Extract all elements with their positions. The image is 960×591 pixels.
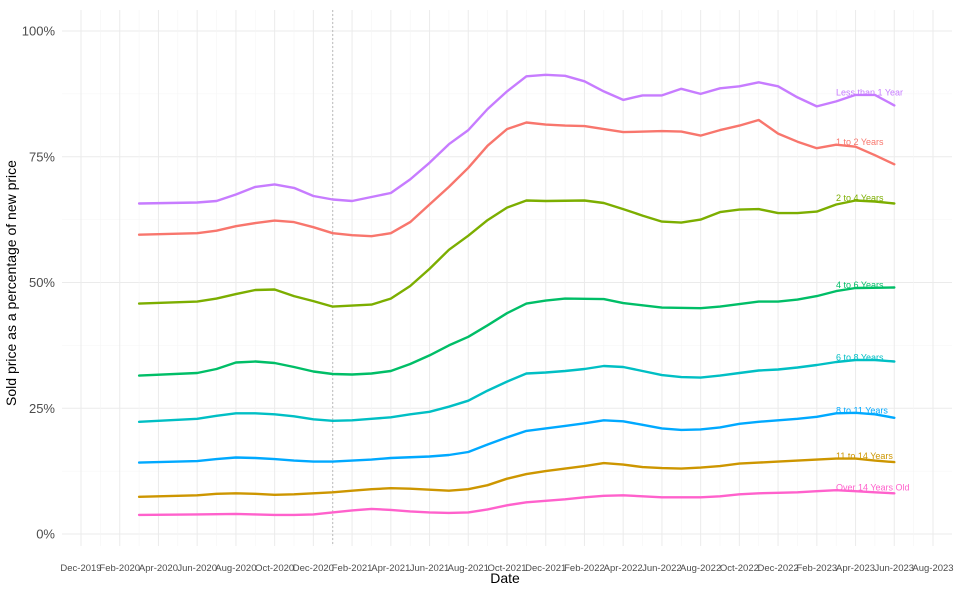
series-line-11-to-14-years: [137, 457, 896, 498]
x-tick-label: Apr-2021: [371, 563, 410, 574]
series-line-less-than-1-year: [137, 73, 896, 205]
x-tick-label: Aug-2022: [680, 563, 721, 574]
x-tick-label: Oct-2020: [255, 563, 294, 574]
series-line-1-to-2-years: [137, 118, 896, 238]
y-tick-label: 75%: [29, 149, 55, 164]
x-tick-label: Oct-2021: [487, 563, 526, 574]
x-tick-label: Aug-2023: [912, 563, 953, 574]
series-label-1-to-2-years: 1 to 2 Years: [836, 137, 884, 147]
x-tick-label: Apr-2022: [604, 563, 643, 574]
x-tick-label: Jun-2023: [874, 563, 914, 574]
y-tick-label: 25%: [29, 401, 55, 416]
y-axis-ticks: 0% 25% 50% 75% 100%: [22, 24, 56, 542]
series-labels: Less than 1 Year 1 to 2 Years 2 to 4 Years…: [836, 87, 910, 492]
y-axis-title: Sold price as a percentage of new price: [3, 160, 19, 406]
x-tick-label: Dec-2022: [757, 563, 798, 574]
x-tick-label: Feb-2020: [99, 563, 140, 574]
series-label-4-to-6-years: 4 to 6 Years: [836, 280, 884, 290]
series-label-6-to-8-years: 6 to 8 Years: [836, 352, 884, 362]
series-label-over-14-years-old: Over 14 Years Old: [836, 483, 910, 493]
x-tick-label: Apr-2020: [139, 563, 178, 574]
series-label-8-to-11-years: 8 to 11 Years: [836, 405, 888, 415]
series-line-6-to-8-years: [137, 358, 896, 423]
x-tick-label: Jun-2022: [642, 563, 682, 574]
x-tick-label: Jun-2020: [177, 563, 217, 574]
series-line-over-14-years-old: [137, 489, 896, 517]
grid: [62, 10, 952, 546]
series-label-11-to-14-years: 11 to 14 Years: [836, 451, 893, 461]
series-line-8-to-11-years: [137, 411, 896, 464]
series-lines: [137, 73, 896, 517]
y-tick-label: 50%: [29, 275, 55, 290]
x-tick-label: Aug-2021: [448, 563, 489, 574]
x-tick-label: Oct-2022: [720, 563, 759, 574]
x-tick-label: Feb-2021: [332, 563, 373, 574]
series-label-less-than-1-year: Less than 1 Year: [836, 87, 903, 97]
x-tick-label: Apr-2023: [836, 563, 875, 574]
x-tick-label: Feb-2023: [796, 563, 837, 574]
series-line-4-to-6-years: [137, 286, 896, 377]
x-tick-label: Feb-2022: [564, 563, 605, 574]
x-tick-label: Jun-2021: [410, 563, 450, 574]
x-tick-label: Dec-2019: [60, 563, 101, 574]
series-line-2-to-4-years: [137, 199, 896, 308]
x-tick-label: Dec-2020: [293, 563, 334, 574]
x-tick-label: Dec-2021: [525, 563, 566, 574]
x-tick-label: Aug-2020: [215, 563, 256, 574]
x-axis-title: Date: [490, 570, 520, 586]
series-label-2-to-4-years: 2 to 4 Years: [836, 193, 884, 203]
y-tick-label: 100%: [22, 24, 56, 39]
y-tick-label: 0%: [36, 527, 55, 542]
